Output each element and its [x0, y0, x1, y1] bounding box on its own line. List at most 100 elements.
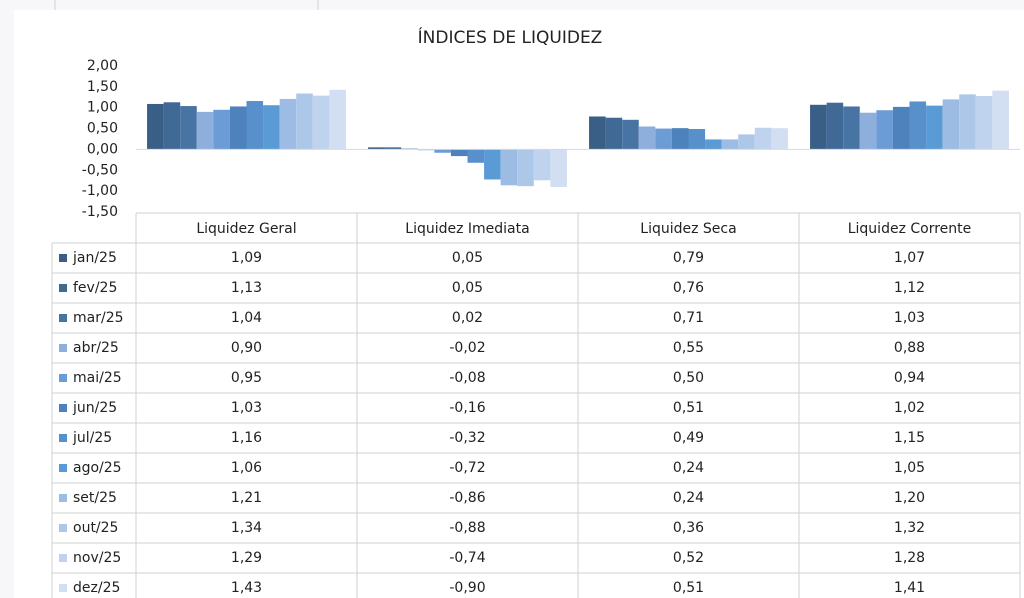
- bar: [843, 106, 860, 150]
- table-cell: 1,09: [231, 250, 262, 266]
- table-cell: -0,88: [449, 520, 485, 536]
- bar: [638, 126, 656, 150]
- legend-label: out/25: [73, 520, 118, 536]
- table-cell: -0,72: [449, 460, 485, 476]
- bar: [859, 112, 877, 150]
- column-header: Liquidez Geral: [196, 221, 296, 237]
- bar: [517, 149, 534, 187]
- bar: [622, 119, 639, 150]
- bar: [705, 139, 722, 150]
- bar: [655, 128, 672, 150]
- y-tick-label: 1,00: [87, 100, 118, 116]
- bar: [826, 102, 844, 150]
- legend-key: [59, 464, 67, 472]
- table-cell: 0,49: [673, 430, 704, 446]
- table-cell: 1,12: [894, 280, 925, 296]
- table-cell: 1,05: [894, 460, 925, 476]
- table-cell: 1,28: [894, 550, 925, 566]
- bar: [147, 103, 164, 150]
- column-header: Liquidez Imediata: [405, 221, 529, 237]
- y-tick-label: -1,00: [82, 183, 118, 199]
- y-tick-label: 2,00: [87, 58, 118, 74]
- table-cell: -0,08: [449, 370, 485, 386]
- table-cell: 1,15: [894, 430, 925, 446]
- legend-key: [59, 434, 67, 442]
- y-tick-label: 0,50: [87, 121, 118, 137]
- bar: [738, 134, 755, 150]
- table-cell: -0,90: [449, 580, 485, 596]
- bar: [992, 90, 1009, 150]
- bar: [467, 149, 485, 163]
- bar: [246, 101, 264, 150]
- table-cell: 0,79: [673, 250, 704, 266]
- table-cell: 1,04: [231, 310, 262, 326]
- table-cell: 0,02: [452, 310, 483, 326]
- table-cell: 1,20: [894, 490, 925, 506]
- table-cell: -0,86: [449, 490, 485, 506]
- legend-label: nov/25: [73, 550, 121, 566]
- table-cell: 0,76: [673, 280, 704, 296]
- bar: [196, 111, 214, 150]
- legend-label: ago/25: [73, 460, 122, 476]
- bar: [688, 128, 706, 150]
- y-tick-label: -0,50: [82, 162, 118, 178]
- y-tick-label: -1,50: [82, 204, 118, 220]
- table-cell: 1,06: [231, 460, 262, 476]
- table-cell: 0,94: [894, 370, 925, 386]
- table-cell: 0,71: [673, 310, 704, 326]
- bar: [180, 106, 197, 150]
- legend-label: set/25: [73, 490, 117, 506]
- legend-label: mai/25: [73, 370, 122, 386]
- bar: [942, 99, 960, 150]
- table-cell: 1,07: [894, 250, 925, 266]
- legend-key: [59, 344, 67, 352]
- table-cell: 0,50: [673, 370, 704, 386]
- table-cell: 0,95: [231, 370, 262, 386]
- legend-key: [59, 254, 67, 262]
- bar: [892, 106, 910, 150]
- bar: [550, 149, 567, 187]
- column-header: Liquidez Seca: [640, 221, 736, 237]
- legend-label: abr/25: [73, 340, 119, 356]
- bar: [926, 105, 943, 150]
- legend-label: jan/25: [72, 250, 117, 266]
- legend-key: [59, 284, 67, 292]
- table-cell: -0,16: [449, 400, 485, 416]
- legend-label: jun/25: [72, 400, 117, 416]
- table-cell: 1,13: [231, 280, 262, 296]
- table-cell: 1,16: [231, 430, 262, 446]
- legend-label: mar/25: [73, 310, 124, 326]
- bar: [876, 110, 893, 150]
- table-cell: 0,51: [673, 400, 704, 416]
- table-cell: 0,24: [673, 460, 704, 476]
- table-cell: 1,34: [231, 520, 262, 536]
- chart-title: ÍNDICES DE LIQUIDEZ: [418, 26, 603, 48]
- table-cell: 0,05: [452, 250, 483, 266]
- table-cell: 0,51: [673, 580, 704, 596]
- bar: [229, 106, 247, 150]
- y-tick-label: 0,00: [87, 141, 118, 157]
- legend-key: [59, 584, 67, 592]
- bar: [810, 104, 827, 150]
- bar: [975, 96, 993, 150]
- bar: [959, 94, 976, 150]
- column-header: Liquidez Corrente: [848, 221, 972, 237]
- bar: [605, 117, 623, 150]
- legend-key: [59, 494, 67, 502]
- legend-key: [59, 374, 67, 382]
- bar: [721, 139, 739, 150]
- table-cell: 1,21: [231, 490, 262, 506]
- table-cell: 0,36: [673, 520, 704, 536]
- y-tick-label: 1,50: [87, 79, 118, 95]
- table-cell: 1,43: [231, 580, 262, 596]
- table-cell: -0,02: [449, 340, 485, 356]
- table-cell: 1,02: [894, 400, 925, 416]
- table-cell: -0,32: [449, 430, 485, 446]
- bar: [213, 109, 230, 150]
- table-cell: 1,03: [231, 400, 262, 416]
- bar: [296, 93, 313, 150]
- table-cell: 1,41: [894, 580, 925, 596]
- table-cell: 0,05: [452, 280, 483, 296]
